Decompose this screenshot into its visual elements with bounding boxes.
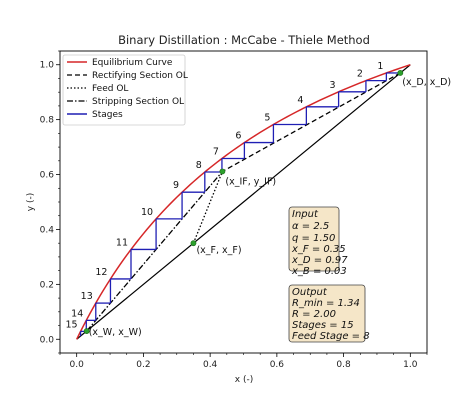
x-tick-label: 0.0 xyxy=(70,360,85,370)
input-box: Input α = 2.5 q = 1.50 x_F = 0.35 x_D = … xyxy=(288,206,348,277)
output-box-title: Output xyxy=(292,287,328,298)
y-tick-label: 0.6 xyxy=(40,171,55,181)
legend-label-feed: Feed OL xyxy=(92,84,128,94)
x-tick-label: 1.0 xyxy=(403,360,418,370)
legend-label-rectifying: Rectifying Section OL xyxy=(92,71,188,81)
stage-label: 13 xyxy=(81,291,93,302)
diagonal-line xyxy=(76,64,411,340)
stage-label: 7 xyxy=(213,147,219,158)
output-r: R = 2.00 xyxy=(292,309,336,320)
stage-label: 8 xyxy=(196,160,202,171)
stage-label: 1 xyxy=(377,61,383,72)
legend-label-equilibrium: Equilibrium Curve xyxy=(92,58,173,68)
stripping-operating-line xyxy=(86,171,223,332)
intersection-point xyxy=(219,168,226,175)
stage-label: 14 xyxy=(71,308,83,319)
x-tick-label: 0.2 xyxy=(136,360,150,370)
output-feed-stage: Feed Stage = 8 xyxy=(292,331,370,342)
x-axis-label: x (-) xyxy=(235,375,253,385)
output-rmin: R_min = 1.34 xyxy=(292,298,360,309)
input-xd: x_D = 0.97 xyxy=(291,255,348,266)
input-xf: x_F = 0.35 xyxy=(291,244,346,255)
y-tick-label: 0.8 xyxy=(40,116,55,126)
input-alpha: α = 2.5 xyxy=(292,221,329,232)
output-box: Output R_min = 1.34 R = 2.00 Stages = 15… xyxy=(288,284,370,343)
stage-label: 11 xyxy=(116,237,128,248)
stage-label: 12 xyxy=(95,267,107,278)
chart-title: Binary Distillation : McCabe - Thiele Me… xyxy=(118,33,370,47)
key-points: (x_D, x_D) (x_F, x_F) (x_IF, y_IF) (x_W, x_… xyxy=(83,70,451,338)
x-tick-label: 0.6 xyxy=(270,360,285,370)
stage-label: 4 xyxy=(297,95,303,106)
y-tick-label: 0.0 xyxy=(40,335,55,345)
y-tick-label: 0.2 xyxy=(40,280,54,290)
y-tick-label: 1.0 xyxy=(40,61,55,71)
stage-label: 10 xyxy=(141,207,153,218)
stage-label: 15 xyxy=(65,319,77,330)
stage-label: 6 xyxy=(235,131,241,142)
distillate-point xyxy=(397,70,404,76)
equilibrium-curve xyxy=(76,64,411,340)
legend: Equilibrium Curve Rectifying Section OL … xyxy=(62,54,188,126)
x-tick-label: 0.4 xyxy=(203,360,218,370)
output-stages: Stages = 15 xyxy=(292,320,354,331)
feed-operating-line xyxy=(192,171,224,244)
intersection-label: (x_IF, y_IF) xyxy=(225,176,276,187)
bottoms-label: (x_W, x_W) xyxy=(89,327,142,338)
input-box-title: Input xyxy=(292,209,319,220)
distillate-label: (x_D, x_D) xyxy=(402,77,451,88)
legend-label-stripping: Stripping Section OL xyxy=(92,97,184,107)
input-box-background xyxy=(288,206,340,272)
stage-label: 3 xyxy=(330,80,336,91)
y-tick-label: 0.4 xyxy=(40,225,55,235)
axis-ticks: 0.0 0.0 0.2 0.2 0.4 0.4 0.6 0.6 0.8 0.8 1.0 1.0 xyxy=(40,50,428,370)
rectifying-operating-line xyxy=(222,72,401,173)
output-box-background xyxy=(288,284,366,343)
bottoms-point xyxy=(83,328,90,334)
x-tick-label: 0.8 xyxy=(336,360,351,370)
stage-label: 9 xyxy=(173,180,179,191)
input-xb: x_B = 0.03 xyxy=(291,266,347,277)
stage-label: 5 xyxy=(264,113,270,124)
feed-label: (x_F, x_F) xyxy=(196,245,241,256)
legend-label-stages: Stages xyxy=(92,110,123,120)
stage-label: 2 xyxy=(357,69,363,80)
input-q: q = 1.50 xyxy=(292,233,335,244)
feed-point xyxy=(190,240,197,247)
legend-box xyxy=(62,54,186,126)
y-axis-label: y (-) xyxy=(26,193,36,211)
